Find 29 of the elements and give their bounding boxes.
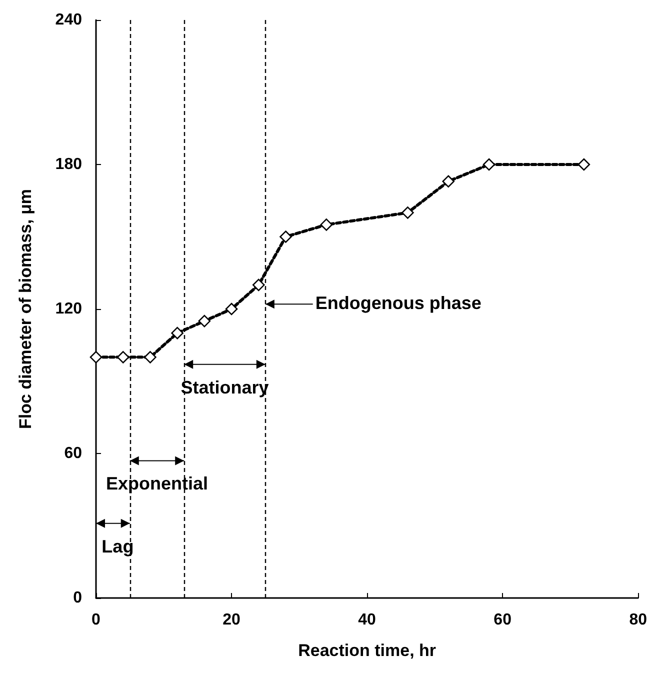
point (252, 278, 265, 292)
x-axis-title: Reaction time, hr (298, 641, 436, 660)
y-axis-title: Floc diameter of biomass, μm (16, 189, 35, 429)
y-tick-label: 120 (55, 300, 82, 318)
annotation: Stationary (180, 377, 269, 398)
point (402, 206, 414, 219)
x-tick-label: 80 (629, 612, 648, 628)
point (144, 351, 156, 364)
x-tick-label: 0 (92, 612, 101, 628)
annotation: Lag (102, 536, 134, 556)
point (198, 314, 211, 328)
point (578, 158, 590, 171)
annotation: Endogenous phase (315, 293, 482, 314)
x-tick-label: 60 (494, 612, 512, 628)
point (280, 230, 292, 243)
x-tick-label: 20 (222, 612, 241, 628)
point (171, 326, 184, 340)
point (225, 302, 238, 316)
annotation: Exponential (106, 474, 208, 494)
point (116, 351, 130, 364)
point (442, 175, 455, 188)
y-tick-label: 180 (55, 156, 82, 173)
point (90, 351, 102, 364)
y-tick-label: 60 (64, 445, 82, 462)
point (320, 218, 333, 231)
x-tick-label: 40 (358, 612, 376, 628)
point (482, 158, 496, 171)
y-tick-label: 240 (55, 12, 82, 28)
y-tick-label: 0 (73, 590, 82, 606)
